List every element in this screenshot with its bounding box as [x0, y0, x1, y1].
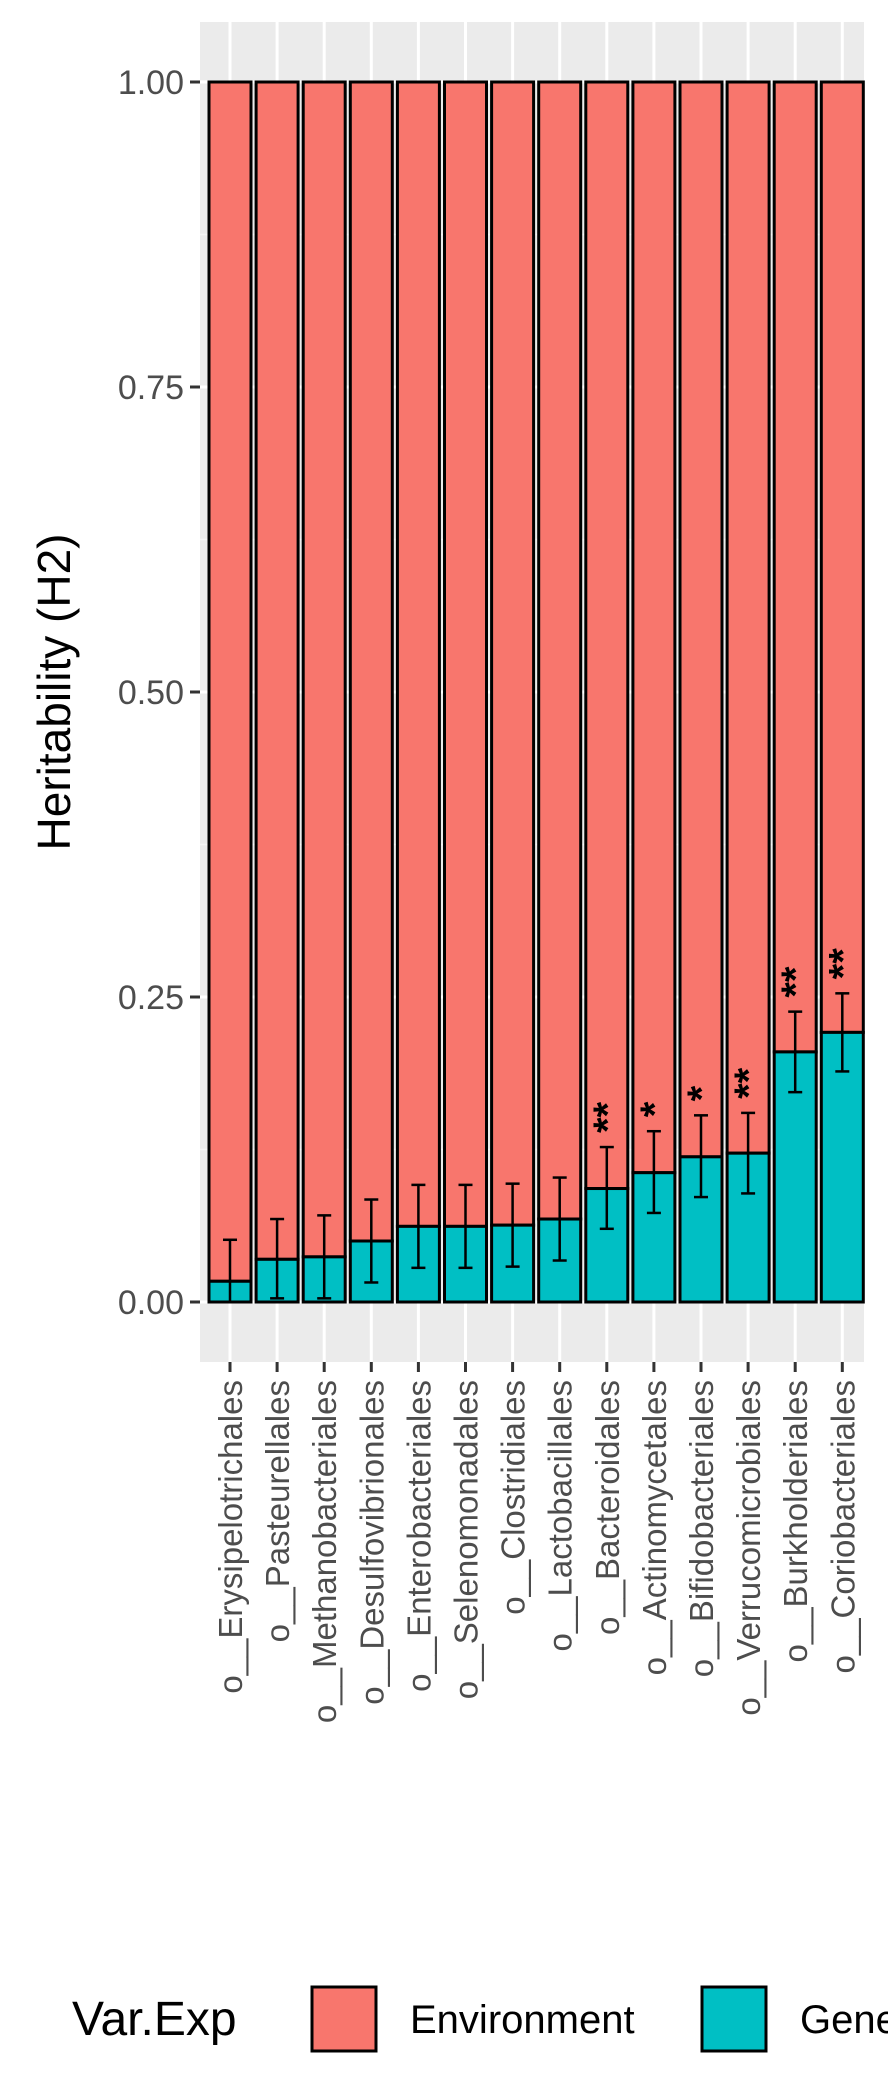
x-tick-label: o__Selenomonadales	[448, 1380, 485, 1699]
x-tick-label: o__Erysipelotrichales	[212, 1380, 249, 1694]
x-tick-label: o__Desulfovibrionales	[353, 1380, 390, 1705]
bar-environment	[395, 80, 441, 1228]
legend-key-genetics	[700, 1985, 768, 2053]
x-tick-label: o__Enterobacteriales	[400, 1380, 437, 1692]
bar-genetics	[819, 1030, 865, 1304]
y-axis-title: Heritability (H2)	[28, 534, 80, 851]
x-tick-label: o__Verrucomicrobiales	[730, 1380, 767, 1716]
x-tick-label: o__Coriobacteriales	[824, 1380, 861, 1674]
x-tick-label: o__Methanobacteriales	[306, 1380, 343, 1723]
y-tick-label: 0.50	[118, 674, 184, 712]
significance-marker: **	[586, 1101, 630, 1133]
significance-marker: *	[680, 1085, 724, 1101]
significance-marker: **	[774, 966, 818, 998]
x-tick-label: o__Burkholderiales	[777, 1380, 814, 1663]
bar-environment	[678, 80, 724, 1159]
x-tick-label: o__Actinomycetales	[636, 1380, 673, 1675]
bar-environment	[348, 80, 394, 1243]
bar-environment	[819, 80, 865, 1034]
significance-markers: ** ** ******	[586, 948, 866, 1133]
bar-environment	[631, 80, 677, 1175]
bar-genetics	[772, 1050, 818, 1304]
legend: Var.Exp Environment Genetics	[72, 1985, 888, 2053]
x-tick-label: o__Pasteurellales	[259, 1380, 296, 1642]
x-tick-label: o__Clostridiales	[495, 1380, 532, 1615]
bar-environment	[443, 80, 488, 1228]
x-tick-label: o__Bacteroidales	[589, 1380, 626, 1635]
bar-environment	[490, 80, 536, 1227]
bars	[207, 80, 865, 1304]
bar-environment	[772, 80, 818, 1054]
legend-title: Var.Exp	[72, 1993, 237, 2046]
y-tick-label: 0.75	[118, 369, 184, 407]
bar-environment	[254, 80, 300, 1261]
x-tick-label: o__Lactobacillales	[542, 1380, 579, 1652]
y-tick-label: 0.00	[118, 1284, 184, 1322]
x-tick-label: o__Bifidobacteriales	[683, 1380, 720, 1677]
x-axis: o__Erysipelotrichales o__Pasteurellales o_…	[212, 1362, 861, 1723]
legend-label-environment: Environment	[410, 1998, 635, 2042]
bar-environment	[207, 80, 253, 1283]
legend-key-environment	[310, 1985, 378, 2053]
significance-marker: *	[633, 1101, 677, 1117]
bar-environment	[537, 80, 583, 1221]
legend-label-genetics: Genetics	[800, 1998, 888, 2042]
error-bars	[223, 992, 850, 1304]
significance-marker: **	[821, 948, 865, 980]
bar-environment	[584, 80, 630, 1191]
significance-marker: **	[727, 1067, 771, 1099]
y-tick-label: 0.25	[118, 979, 184, 1017]
y-axis: 0.00 0.25 0.50 0.75 1.00	[118, 64, 200, 1322]
y-tick-label: 1.00	[118, 64, 184, 102]
bar-environment	[301, 80, 347, 1259]
bar-environment	[725, 80, 771, 1155]
